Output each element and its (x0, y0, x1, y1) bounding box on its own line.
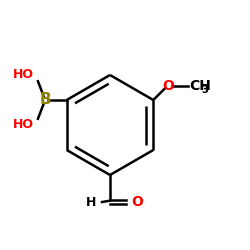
Text: HO: HO (13, 118, 34, 132)
Text: 3: 3 (201, 85, 208, 95)
Text: CH: CH (189, 78, 211, 92)
Text: O: O (162, 78, 174, 92)
Text: B: B (40, 92, 51, 108)
Text: H: H (86, 196, 96, 208)
Text: O: O (131, 195, 143, 209)
Text: HO: HO (13, 68, 34, 82)
